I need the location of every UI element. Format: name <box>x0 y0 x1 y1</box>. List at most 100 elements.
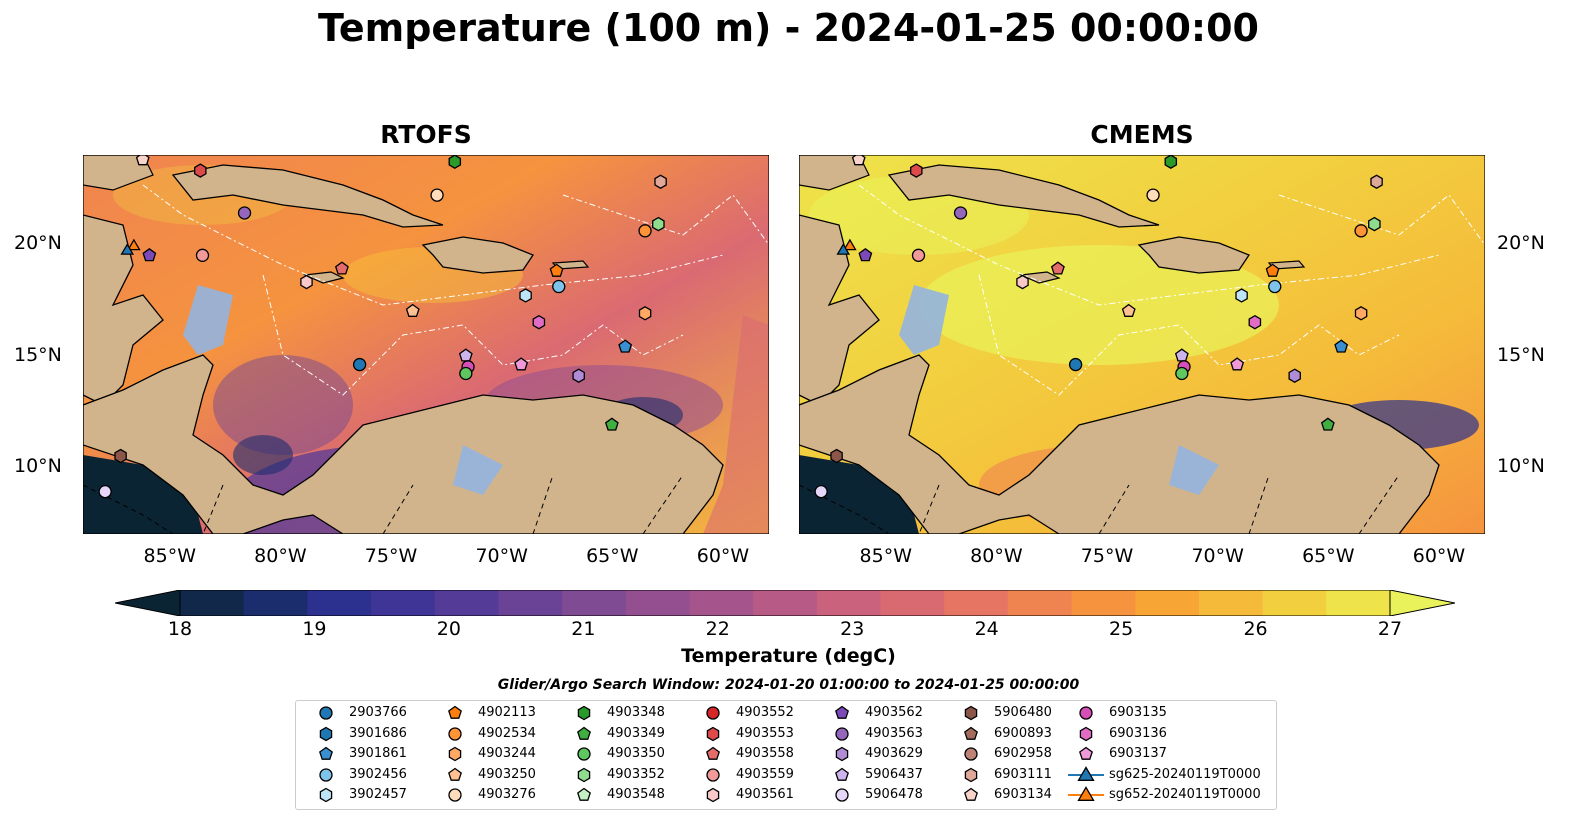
float-marker <box>519 288 532 303</box>
shelf-water <box>453 445 503 495</box>
float-marker <box>1354 306 1368 321</box>
float-marker <box>1175 366 1189 381</box>
legend-label: 6900893 <box>994 725 1052 741</box>
lat-tick-label: 10°N <box>1497 455 1545 478</box>
legend-marker-icon <box>577 705 591 721</box>
float-marker <box>549 263 564 277</box>
float-marker <box>1268 279 1282 294</box>
colorbar-tick-label: 26 <box>1243 618 1268 640</box>
float-marker <box>459 366 473 381</box>
jamaica-land <box>302 271 345 284</box>
legend-label: 4903349 <box>607 725 665 741</box>
float-marker <box>830 448 843 464</box>
colorbar-cell <box>307 590 372 616</box>
colorbar-cell <box>625 590 690 616</box>
colorbar-cell <box>371 590 436 616</box>
florida-land <box>83 155 154 191</box>
legend-marker-icon <box>319 767 333 782</box>
figure-title: Temperature (100 m) - 2024-01-25 00:00:0… <box>317 6 1259 50</box>
lon-tick-label: 70°W <box>1191 545 1244 567</box>
colorbar <box>115 590 1455 616</box>
legend-label: 4903629 <box>865 746 923 761</box>
legend-marker-icon <box>1068 786 1104 801</box>
legend-label: 5906437 <box>865 766 923 782</box>
colorbar-tick-label: 27 <box>1377 618 1403 640</box>
float-marker <box>836 243 851 255</box>
float-marker <box>142 247 157 262</box>
float-marker <box>237 206 252 220</box>
legend-label: 4903553 <box>736 725 794 741</box>
legend-label: 4902534 <box>478 725 536 741</box>
float-marker <box>638 306 652 321</box>
colorbar-cell <box>1135 590 1200 616</box>
legend-marker-icon <box>1079 746 1093 760</box>
legend-marker-icon <box>319 726 333 741</box>
float-marker <box>552 279 566 294</box>
legend-label: 4903548 <box>607 787 665 802</box>
legend-label: 6902958 <box>994 746 1052 761</box>
float-marker <box>120 243 135 255</box>
lon-tick-label: 60°W <box>1412 545 1466 567</box>
float-marker <box>1370 174 1383 189</box>
legend-label: 4902113 <box>478 705 536 720</box>
legend-label: sg625-20240119T0000 <box>1109 766 1261 782</box>
colorbar-cell <box>180 590 245 616</box>
legend-marker-icon <box>577 787 591 801</box>
float-marker <box>604 417 619 431</box>
panel-title-rtofs: RTOFS <box>380 120 472 149</box>
hispaniola-land <box>421 236 534 274</box>
legend-marker-icon <box>706 726 720 741</box>
south-america-central-america-land <box>799 354 1440 534</box>
cuba-land <box>887 164 1160 228</box>
eez-boundary <box>858 184 1440 306</box>
legend-label: 3902457 <box>349 787 407 802</box>
legend-label: 4903250 <box>478 766 536 782</box>
lat-tick-label: 15°N <box>14 343 62 366</box>
float-marker <box>1016 274 1029 290</box>
colorbar-cell <box>434 590 499 616</box>
legend-marker-icon <box>319 787 333 803</box>
legend-label: 3902456 <box>349 766 407 782</box>
legend-marker-icon <box>964 747 978 761</box>
legend-marker-icon <box>448 726 462 741</box>
colorbar-cell <box>562 590 627 616</box>
legend-marker-icon <box>448 788 462 802</box>
colorbar-tick-label: 18 <box>167 618 193 640</box>
legend-marker-icon <box>835 705 849 719</box>
florida-land <box>799 155 870 191</box>
float-marker <box>911 248 926 262</box>
float-marker <box>1164 155 1178 169</box>
legend-label: 6903137 <box>1109 746 1167 761</box>
legend-label: 4903558 <box>736 746 794 761</box>
lon-tick-label: 80°W <box>970 545 1023 567</box>
legend-label: 3901686 <box>349 725 407 741</box>
float-marker <box>1248 314 1262 330</box>
panel-title-cmems: CMEMS <box>1090 120 1194 149</box>
search-window-caption: Glider/Argo Search Window: 2024-01-20 01… <box>497 677 1080 693</box>
south-america-central-america-land <box>83 354 724 534</box>
float-marker <box>1121 303 1136 317</box>
float-marker <box>1146 188 1160 202</box>
float-marker <box>1354 224 1368 238</box>
lon-tick-label: 85°W <box>859 545 912 567</box>
map-panel-cmems <box>799 155 1485 534</box>
float-marker <box>1368 216 1381 232</box>
shelf-water <box>1169 445 1219 495</box>
lat-tick-label: 20°N <box>14 232 62 255</box>
legend-marker-icon <box>1068 765 1104 781</box>
legend-label: 4903562 <box>865 705 923 720</box>
legend-marker-icon <box>835 746 849 762</box>
float-marker <box>405 303 420 317</box>
legend-marker-icon <box>835 788 849 802</box>
colorbar-cell <box>753 590 818 616</box>
legend-label: 5906478 <box>865 787 923 802</box>
float-marker <box>1320 417 1335 431</box>
colorbar-cell <box>1262 590 1327 616</box>
float-marker <box>532 314 546 330</box>
legend-marker-icon <box>964 726 978 740</box>
legend-marker-icon <box>577 726 591 740</box>
legend-marker-icon <box>706 706 720 720</box>
float-marker <box>1265 263 1280 277</box>
legend-marker-icon <box>319 746 333 760</box>
legend-marker-icon <box>1079 706 1093 720</box>
